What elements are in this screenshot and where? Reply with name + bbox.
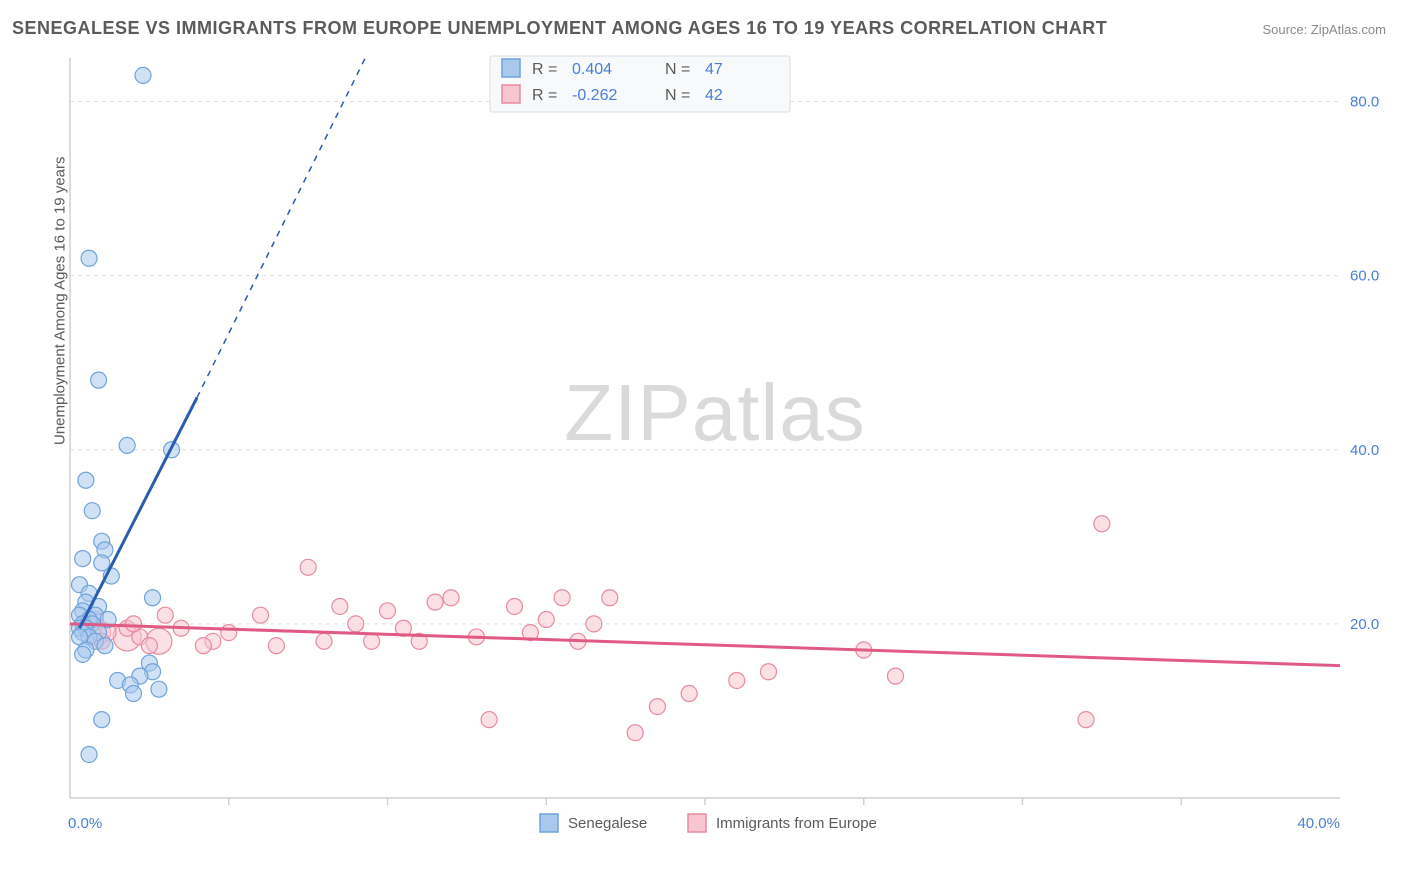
- plot-container: Unemployment Among Ages 16 to 19 years Z…: [50, 50, 1380, 840]
- stats-n-value: 47: [705, 61, 723, 78]
- data-point-blue: [81, 746, 97, 762]
- data-point-pink: [253, 607, 269, 623]
- stats-swatch: [502, 85, 520, 103]
- stats-n-label: N =: [665, 61, 690, 78]
- data-point-pink: [481, 712, 497, 728]
- data-point-blue: [78, 472, 94, 488]
- data-point-pink: [300, 559, 316, 575]
- data-point-pink: [681, 686, 697, 702]
- data-point-pink: [316, 633, 332, 649]
- stats-swatch: [502, 59, 520, 77]
- stats-r-label: R =: [532, 87, 557, 104]
- chart-title: SENEGALESE VS IMMIGRANTS FROM EUROPE UNE…: [12, 18, 1107, 39]
- data-point-pink: [729, 672, 745, 688]
- y-tick-label: 20.0%: [1350, 616, 1380, 633]
- legend-swatch: [540, 814, 558, 832]
- data-point-pink: [888, 668, 904, 684]
- data-point-pink: [627, 725, 643, 741]
- trendline-blue-extrapolated: [197, 58, 365, 398]
- data-point-blue: [97, 638, 113, 654]
- stats-r-value: 0.404: [572, 61, 612, 78]
- data-point-pink: [586, 616, 602, 632]
- data-point-pink: [157, 607, 173, 623]
- data-point-blue: [94, 712, 110, 728]
- data-point-blue: [135, 67, 151, 83]
- data-point-pink: [761, 664, 777, 680]
- y-tick-label: 80.0%: [1350, 94, 1380, 111]
- x-origin-label: 0.0%: [68, 815, 102, 832]
- data-point-pink: [268, 638, 284, 654]
- data-point-pink: [649, 699, 665, 715]
- data-point-blue: [75, 551, 91, 567]
- y-tick-label: 40.0%: [1350, 442, 1380, 459]
- y-tick-label: 60.0%: [1350, 268, 1380, 285]
- data-point-pink: [348, 616, 364, 632]
- data-point-blue: [91, 372, 107, 388]
- data-point-blue: [81, 250, 97, 266]
- data-point-blue: [119, 437, 135, 453]
- x-end-label: 40.0%: [1297, 815, 1340, 832]
- data-point-pink: [538, 612, 554, 628]
- source-name: ZipAtlas.com: [1311, 22, 1386, 37]
- data-point-pink: [126, 616, 142, 632]
- data-point-pink: [443, 590, 459, 606]
- stats-r-label: R =: [532, 61, 557, 78]
- legend-label: Senegalese: [568, 815, 647, 832]
- data-point-pink: [332, 598, 348, 614]
- data-point-pink: [1078, 712, 1094, 728]
- trendline-pink: [70, 624, 1340, 666]
- data-point-blue: [151, 681, 167, 697]
- data-point-pink: [380, 603, 396, 619]
- data-point-pink: [364, 633, 380, 649]
- y-axis-label: Unemployment Among Ages 16 to 19 years: [52, 156, 69, 445]
- data-point-pink: [195, 638, 211, 654]
- data-point-blue: [84, 503, 100, 519]
- data-point-pink: [554, 590, 570, 606]
- data-point-pink: [141, 638, 157, 654]
- data-point-pink: [507, 598, 523, 614]
- data-point-pink: [602, 590, 618, 606]
- scatter-plot: 20.0% 40.0% 60.0% 80.0% 0.0% 40.0% R = 0.404 N =…: [50, 50, 1380, 850]
- stats-n-value: 42: [705, 87, 723, 104]
- data-point-blue: [126, 686, 142, 702]
- legend-label: Immigrants from Europe: [716, 815, 877, 832]
- data-point-pink: [427, 594, 443, 610]
- data-point-blue: [75, 646, 91, 662]
- source-prefix: Source:: [1262, 22, 1310, 37]
- legend-swatch: [688, 814, 706, 832]
- source-attribution: Source: ZipAtlas.com: [1262, 22, 1386, 37]
- stats-r-value: -0.262: [572, 87, 617, 104]
- stats-n-label: N =: [665, 87, 690, 104]
- data-point-pink: [1094, 516, 1110, 532]
- data-point-blue: [145, 590, 161, 606]
- data-point-pink: [221, 625, 237, 641]
